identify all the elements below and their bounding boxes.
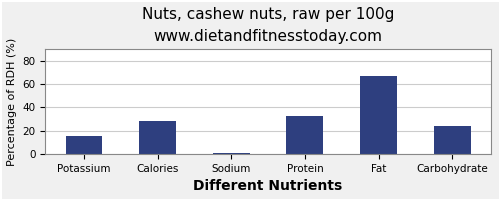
Bar bbox=[360, 76, 397, 154]
Bar bbox=[213, 153, 250, 154]
Title: Nuts, cashew nuts, raw per 100g
www.dietandfitnesstoday.com: Nuts, cashew nuts, raw per 100g www.diet… bbox=[142, 7, 395, 44]
X-axis label: Different Nutrients: Different Nutrients bbox=[194, 179, 342, 193]
Y-axis label: Percentage of RDH (%): Percentage of RDH (%) bbox=[7, 38, 17, 166]
Bar bbox=[286, 116, 324, 154]
Bar bbox=[139, 121, 176, 154]
Bar bbox=[434, 126, 470, 154]
Bar bbox=[66, 136, 102, 154]
